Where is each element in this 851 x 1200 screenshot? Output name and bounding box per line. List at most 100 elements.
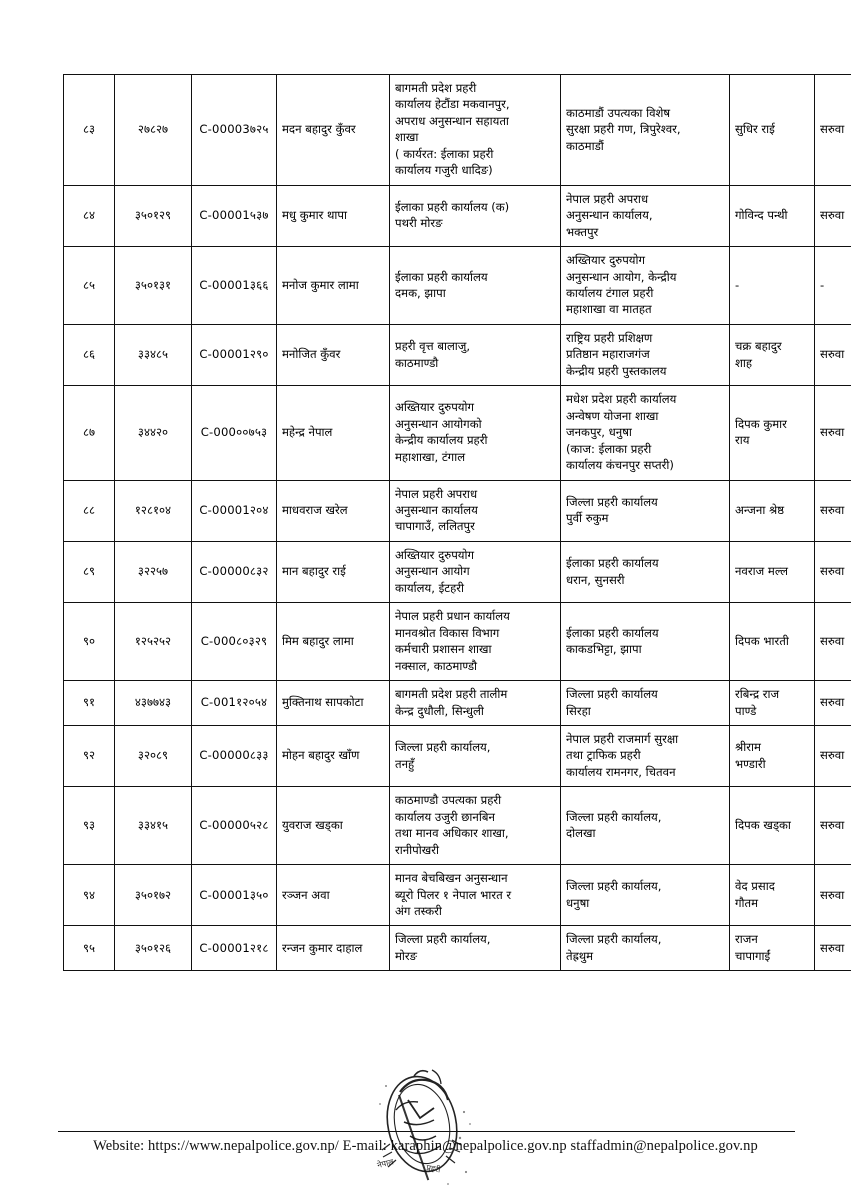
cell-officer-name: मोहन बहादुर खाँण <box>276 724 390 788</box>
cell-line: कार्यालय, ईटहरी <box>395 580 465 595</box>
cell-remark: सरुवा <box>814 540 851 604</box>
cell-personal-id: ३३४१५ <box>114 786 192 866</box>
cell-lines: राष्ट्रिय प्रहरी प्रशिक्षण प्रतिष्ठान महा… <box>566 330 724 379</box>
cell-symbol-number: C-00001३५० <box>191 864 277 927</box>
cell-personal-id: ३५०१३१ <box>114 246 192 325</box>
transfer-table-container: ८३ २७८२७ C-00003७२५ मदन बहादुर कुँवर बागमती … <box>63 74 851 972</box>
cell-line: जिल्ला प्रहरी कार्यालय, <box>395 932 491 947</box>
cell-lines: नेपाल प्रहरी अपराध अनुसन्धान कार्यालय चापा… <box>395 486 555 535</box>
cell-line: कार्यालय हेटौंडा मकवानपुर, <box>395 97 510 112</box>
cell-line: काठमाडौं <box>566 138 604 153</box>
cell-line: शाह <box>735 355 753 370</box>
cell-transferred-office: जिल्ला प्रहरी कार्यालय, तेह्रथुम <box>560 925 730 972</box>
cell-line: कार्यालय कंचनपुर सप्तरी) <box>566 458 674 473</box>
cell-officer-name: मुक्तिनाथ सापकोटा <box>276 680 390 726</box>
cell-transferred-office: ईलाका प्रहरी कार्यालय काकडभिट्टा, झापा <box>560 602 730 682</box>
cell-symbol-number: C-00001३६६ <box>191 246 277 325</box>
cell-line: जनकपुर, धनुषा <box>566 425 632 440</box>
cell-line: अख्तियार दुरुपयोग <box>395 400 475 415</box>
cell-current-office: जिल्ला प्रहरी कार्यालय, तनहुँ <box>389 724 561 788</box>
cell-line: जिल्ला प्रहरी कार्यालय, <box>395 740 491 755</box>
cell-remark: सरुवा <box>814 323 851 387</box>
cell-current-office: काठमाण्डौ उपत्यका प्रहरी कार्यालय उजुरी छ… <box>389 786 561 866</box>
cell-lines: राजन चापागाईं <box>735 931 809 964</box>
cell-personal-id: १२५२५२ <box>114 602 192 682</box>
svg-text:प्रहरी: प्रहरी <box>426 1162 443 1174</box>
cell-serial-number: ८४ <box>63 184 115 248</box>
cell-line: अन्वेषण योजना शाखा <box>566 408 659 423</box>
cell-lines: अख्तियार दुरुपयोग अनुसन्धान आयोगको केन्द्र… <box>395 399 555 465</box>
cell-line: बागमती प्रदेश प्रहरी तालीम <box>395 687 508 702</box>
cell-line: काकडभिट्टा, झापा <box>566 642 642 657</box>
cell-line: पाण्डे <box>735 703 757 718</box>
cell-line: जिल्ला प्रहरी कार्यालय, <box>566 809 662 824</box>
cell-remark: सरुवा <box>814 680 851 726</box>
cell-lines: ईलाका प्रहरी कार्यालय दमक, झापा <box>395 269 555 302</box>
cell-line: जिल्ला प्रहरी कार्यालय, <box>566 879 662 894</box>
cell-lines: नेपाल प्रहरी प्रधान कार्यालय मानवश्रोत वि… <box>395 608 555 674</box>
cell-line: ब्यूरो पिलर १ नेपाल भारत र <box>395 887 512 902</box>
cell-officer-name: मान बहादुर राई <box>276 540 390 604</box>
cell-serial-number: ९५ <box>63 925 115 972</box>
cell-personal-id: २७८२७ <box>114 74 192 186</box>
cell-line: नेपाल प्रहरी अपराध <box>395 486 478 501</box>
cell-line: मानवश्रोत विकास विभाग <box>395 625 500 640</box>
cell-transferred-office: जिल्ला प्रहरी कार्यालय, दोलखा <box>560 786 730 866</box>
cell-recommender: नवराज मल्ल <box>729 540 815 604</box>
cell-symbol-number: C-001१२०५४ <box>191 680 277 726</box>
cell-line: मोरङ <box>395 948 418 963</box>
cell-symbol-number: C-000८०३२९ <box>191 602 277 682</box>
table-row: ९५ ३५०१२६ C-00001२१८ रन्जन कुमार दाहाल जिल्ल… <box>63 925 851 972</box>
cell-lines: ईलाका प्रहरी कार्यालय काकडभिट्टा, झापा <box>566 625 724 658</box>
cell-line: धनुषा <box>566 895 590 910</box>
cell-line: राष्ट्रिय प्रहरी प्रशिक्षण <box>566 330 653 345</box>
cell-recommender: वेद प्रसाद गौतम <box>729 864 815 927</box>
cell-line: राजन <box>735 932 758 947</box>
cell-line: जिल्ला प्रहरी कार्यालय, <box>566 932 662 947</box>
cell-line: जिल्ला प्रहरी कार्यालय <box>566 687 658 702</box>
cell-transferred-office: जिल्ला प्रहरी कार्यालय सिरहा <box>560 680 730 726</box>
cell-transferred-office: अख्तियार दुरुपयोग अनुसन्धान आयोग, केन्द्र… <box>560 246 730 325</box>
table-row: ८८ १२८१०४ C-00001२०४ माधवराज खरेल नेपाल प्रह… <box>63 479 851 542</box>
cell-remark: सरुवा <box>814 184 851 248</box>
cell-line: ईलाका प्रहरी कार्यालय <box>395 269 488 284</box>
cell-line: अख्तियार दुरुपयोग <box>566 253 646 268</box>
cell-recommender: अन्जना श्रेष्ठ <box>729 479 815 542</box>
cell-line: अपराध अनुसन्धान सहायता <box>395 113 509 128</box>
cell-symbol-number: C-000००७५३ <box>191 385 277 481</box>
cell-line: चक्र बहादुर <box>735 339 782 354</box>
cell-lines: जिल्ला प्रहरी कार्यालय, दोलखा <box>566 809 724 842</box>
cell-transferred-office: जिल्ला प्रहरी कार्यालय, धनुषा <box>560 864 730 927</box>
cell-officer-name: मनोज कुमार लामा <box>276 246 390 325</box>
cell-line: काठमाडौं उपत्यका विशेष <box>566 105 671 120</box>
cell-current-office: नेपाल प्रहरी प्रधान कार्यालय मानवश्रोत वि… <box>389 602 561 682</box>
table-row: ९४ ३५०१७२ C-00001३५० रञ्जन अवा मानव बेचबिखन … <box>63 864 851 927</box>
cell-recommender: दिपक खड्का <box>729 786 815 866</box>
cell-line: गौतम <box>735 895 759 910</box>
cell-lines: सुधिर राई <box>735 121 809 137</box>
cell-line: रानीपोखरी <box>395 842 439 857</box>
cell-current-office: जिल्ला प्रहरी कार्यालय, मोरङ <box>389 925 561 972</box>
cell-personal-id: ३२०८९ <box>114 724 192 788</box>
cell-lines: नवराज मल्ल <box>735 563 809 579</box>
cell-lines: काठमाडौं उपत्यका विशेष सुरक्षा प्रहरी गण,… <box>566 105 724 154</box>
cell-line: अनुसन्धान कार्यालय <box>395 502 478 517</box>
cell-current-office: मानव बेचबिखन अनुसन्धान ब्यूरो पिलर १ नेपा… <box>389 864 561 927</box>
cell-officer-name: रञ्जन अवा <box>276 864 390 927</box>
cell-current-office: बागमती प्रदेश प्रहरी कार्यालय हेटौंडा मकव… <box>389 74 561 186</box>
cell-transferred-office: जिल्ला प्रहरी कार्यालय पुर्वी रुकुम <box>560 479 730 542</box>
cell-lines: - <box>735 277 809 293</box>
svg-text:नेपाल: नेपाल <box>376 1156 395 1170</box>
cell-line: सुधिर राई <box>735 122 775 137</box>
cell-line: (काज: ईलाका प्रहरी <box>566 441 652 456</box>
table-row: ८४ ३५०१२९ C-00001५३७ मधु कुमार थापा ईलाका प्… <box>63 184 851 248</box>
cell-current-office: प्रहरी वृत्त बालाजु, काठमाण्डौ <box>389 323 561 387</box>
cell-lines: अन्जना श्रेष्ठ <box>735 502 809 518</box>
cell-transferred-office: काठमाडौं उपत्यका विशेष सुरक्षा प्रहरी गण,… <box>560 74 730 186</box>
cell-symbol-number: C-00000५२८ <box>191 786 277 866</box>
cell-officer-name: माधवराज खरेल <box>276 479 390 542</box>
cell-recommender: रबिन्द्र राज पाण्डे <box>729 680 815 726</box>
cell-lines: रबिन्द्र राज पाण्डे <box>735 686 809 719</box>
cell-line: ईलाका प्रहरी कार्यालय (क) <box>395 199 510 214</box>
cell-lines: जिल्ला प्रहरी कार्यालय पुर्वी रुकुम <box>566 494 724 527</box>
